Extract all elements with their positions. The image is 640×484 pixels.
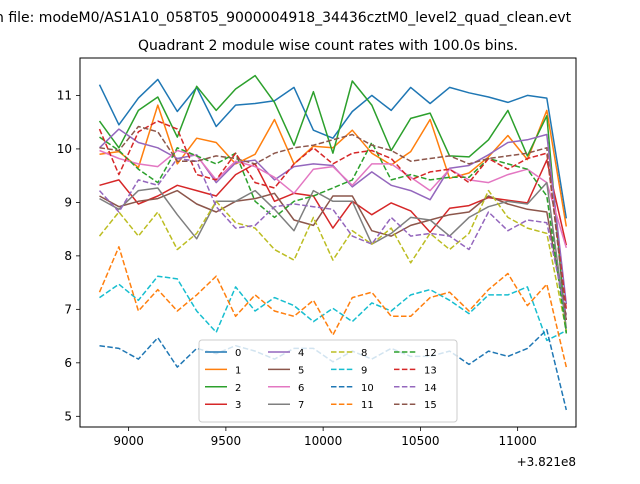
legend-label-7: 7 <box>298 400 304 411</box>
legend-box <box>198 339 458 423</box>
chart-suptitle: n file: modeM0/AS1A10_058T05_9000004918_… <box>0 10 572 26</box>
y-tick-label: 11 <box>57 88 72 102</box>
axes-frame <box>79 57 577 428</box>
y-tick-label: 9 <box>64 195 72 209</box>
y-tick-label: 10 <box>57 142 72 156</box>
series-line-1 <box>99 104 568 227</box>
series-line-11 <box>98 246 568 368</box>
x-tick-label: 9000 <box>113 434 144 448</box>
series-line-8 <box>98 189 568 331</box>
x-axis-offset-label: +3.821e8 <box>517 455 576 469</box>
legend-label-12: 12 <box>424 348 437 359</box>
x-tick-label: 10000 <box>304 434 342 448</box>
x-tick-label: 11000 <box>499 434 537 448</box>
legend-label-14: 14 <box>424 383 437 394</box>
y-axis-ticks: 5 6 7 8 9 10 11 <box>57 88 80 423</box>
legend-label-0: 0 <box>235 348 241 359</box>
chart-title: Quadrant 2 module wise count rates with … <box>138 38 518 54</box>
x-tick-label: 9500 <box>211 434 242 448</box>
series-line-5 <box>99 189 568 321</box>
y-tick-label: 5 <box>64 409 72 423</box>
legend-label-2: 2 <box>235 383 241 394</box>
legend-label-1: 1 <box>235 365 241 376</box>
series-line-14 <box>98 157 568 315</box>
x-axis-ticks: 9000 9500 10000 10500 11000 <box>113 427 537 448</box>
series-line-2 <box>98 74 568 334</box>
series-line-7 <box>99 181 568 329</box>
series-line-6 <box>99 149 568 249</box>
x-tick-label: 10500 <box>401 434 439 448</box>
y-tick-label: 8 <box>64 249 72 263</box>
series-line-0 <box>98 78 568 219</box>
y-tick-label: 6 <box>64 356 72 370</box>
legend-label-3: 3 <box>235 400 241 411</box>
legend-label-5: 5 <box>298 365 304 376</box>
series-line-15 <box>99 125 568 321</box>
series-line-13 <box>98 120 568 310</box>
series-line-9 <box>99 275 567 342</box>
series-line-3 <box>99 159 568 246</box>
legend-label-4: 4 <box>298 348 304 359</box>
y-tick-label: 7 <box>64 302 72 316</box>
legend-label-10: 10 <box>361 383 374 394</box>
legend-label-15: 15 <box>424 400 437 411</box>
legend-label-13: 13 <box>424 365 437 376</box>
legend-label-8: 8 <box>361 348 367 359</box>
series-lines <box>98 74 568 411</box>
legend-label-11: 11 <box>361 400 374 411</box>
legend-label-9: 9 <box>361 365 367 376</box>
legend-label-6: 6 <box>298 383 304 394</box>
